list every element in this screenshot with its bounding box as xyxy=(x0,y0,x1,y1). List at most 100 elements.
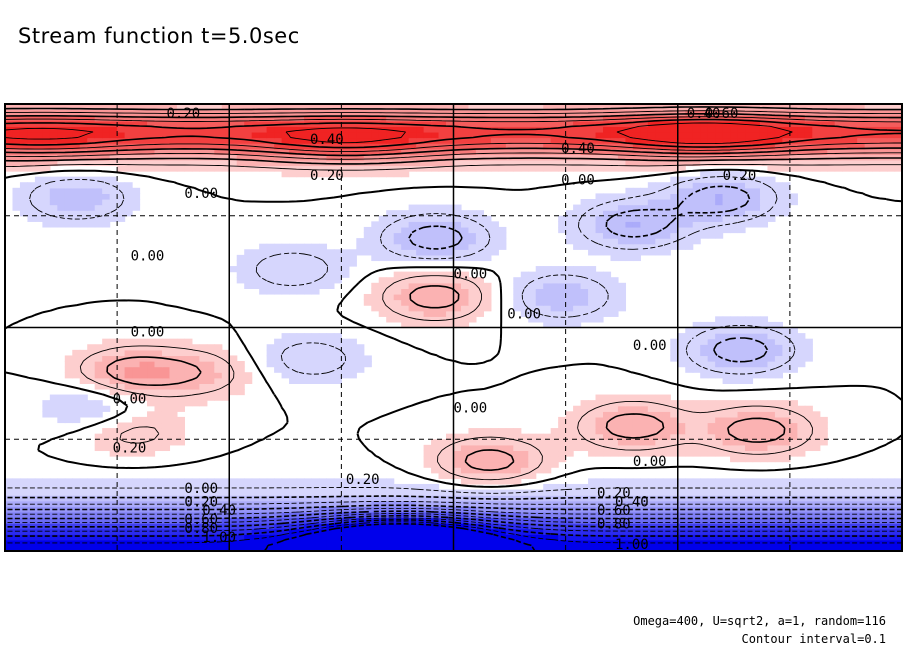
contour-fill-cell xyxy=(72,528,81,535)
contour-fill-cell xyxy=(528,523,537,530)
contour-fill-cell xyxy=(169,366,178,373)
contour-fill-cell xyxy=(513,450,522,457)
contour-fill-cell xyxy=(199,372,208,379)
contour-fill-cell xyxy=(722,187,731,194)
contour-fill-cell xyxy=(438,321,447,329)
contour-fill-cell xyxy=(184,388,193,396)
contour-fill-cell xyxy=(625,254,634,262)
contour-fill-cell xyxy=(460,517,470,524)
contour-fill-cell xyxy=(431,243,440,250)
contour-fill-cell xyxy=(610,154,619,161)
contour-fill-cell xyxy=(386,293,395,301)
contour-fill-cell xyxy=(475,439,484,446)
contour-fill-cell xyxy=(236,511,245,519)
contour-fill-cell xyxy=(281,143,290,150)
contour-fill-cell xyxy=(603,444,612,452)
contour-fill-cell xyxy=(34,483,43,491)
contour-fill-cell xyxy=(416,545,425,551)
contour-fill-cell xyxy=(498,433,507,440)
contour-fill-cell xyxy=(774,400,783,407)
contour-fill-cell xyxy=(132,120,141,127)
contour-fill-cell xyxy=(19,534,29,541)
contour-fill-cell xyxy=(603,517,612,524)
contour-fill-cell xyxy=(640,193,649,200)
contour-fill-cell xyxy=(401,489,410,496)
contour-fill-cell xyxy=(5,478,14,485)
contour-fill-cell xyxy=(408,523,417,530)
contour-fill-cell xyxy=(304,277,313,284)
contour-fill-cell xyxy=(124,182,133,189)
contour-fill-cell xyxy=(176,439,185,446)
contour-fill-cell xyxy=(505,439,514,446)
contour-fill-cell xyxy=(752,428,761,435)
contour-fill-cell xyxy=(296,545,305,551)
contour-fill-cell xyxy=(19,193,29,200)
contour-fill-cell xyxy=(87,137,96,144)
contour-fill-cell xyxy=(588,299,597,306)
contour-fill-cell xyxy=(102,198,111,206)
contour-fill-cell xyxy=(169,411,178,418)
contour-fill-cell xyxy=(595,165,604,172)
contour-fill-cell xyxy=(453,461,462,468)
contour-fill-cell xyxy=(423,310,432,317)
contour-fill-cell xyxy=(774,416,783,424)
contour-fill-cell xyxy=(894,478,902,485)
contour-fill-cell xyxy=(326,282,335,289)
contour-fill-cell xyxy=(199,539,208,547)
contour-fill-cell xyxy=(700,143,709,150)
contour-fill-cell xyxy=(416,539,425,547)
contour-fill-cell xyxy=(281,137,290,144)
contour-fill-cell xyxy=(774,165,783,172)
contour-fill-cell xyxy=(304,372,313,379)
contour-fill-cell xyxy=(797,411,806,418)
contour-fill-cell xyxy=(722,528,731,535)
contour-fill-cell xyxy=(64,511,73,519)
contour-fill-cell xyxy=(79,377,88,384)
contour-fill-cell xyxy=(565,266,574,273)
contour-fill-cell xyxy=(692,182,701,189)
contour-fill-cell xyxy=(259,539,268,547)
contour-fill-cell xyxy=(610,193,619,200)
contour-fill-cell xyxy=(819,120,828,127)
contour-fill-cell xyxy=(326,115,335,122)
contour-fill-cell xyxy=(378,305,387,312)
contour-fill-cell xyxy=(117,349,126,357)
contour-fill-cell xyxy=(154,388,163,396)
contour-fill-cell xyxy=(214,355,223,362)
contour-fill-cell xyxy=(640,528,649,535)
contour-fill-cell xyxy=(662,221,671,228)
contour-fill-cell xyxy=(251,249,260,256)
contour-fill-cell xyxy=(670,478,679,485)
contour-fill-cell xyxy=(498,137,507,144)
contour-fill-cell xyxy=(774,439,783,446)
contour-fill-cell xyxy=(378,171,387,178)
contour-fill-cell xyxy=(550,489,559,496)
contour-fill-cell xyxy=(842,131,851,139)
contour-fill-cell xyxy=(640,450,649,457)
contour-fill-cell xyxy=(416,249,425,256)
contour-fill-cell xyxy=(603,545,612,551)
contour-fill-cell xyxy=(102,534,111,541)
contour-fill-cell xyxy=(94,198,103,206)
contour-fill-cell xyxy=(857,517,866,524)
contour-fill-cell xyxy=(483,154,492,161)
contour-fill-cell xyxy=(393,115,402,122)
contour-fill-cell xyxy=(655,226,664,234)
contour-fill-cell xyxy=(513,293,522,301)
contour-fill-cell xyxy=(834,534,843,541)
contour-fill-cell xyxy=(730,198,739,206)
contour-fill-cell xyxy=(460,472,470,479)
contour-fill-cell xyxy=(304,131,313,139)
contour-fill-cell xyxy=(304,483,313,491)
contour-fill-cell xyxy=(161,478,171,485)
contour-fill-cell xyxy=(759,338,769,345)
contour-fill-cell xyxy=(655,109,664,116)
contour-fill-cell xyxy=(752,316,761,323)
contour-fill-cell xyxy=(625,517,634,524)
contour-fill-cell xyxy=(543,143,552,150)
contour-fill-cell xyxy=(498,120,507,127)
contour-fill-cell xyxy=(468,506,477,513)
contour-fill-cell xyxy=(700,361,709,368)
contour-fill-cell xyxy=(535,456,544,463)
contour-fill-cell xyxy=(483,461,492,468)
